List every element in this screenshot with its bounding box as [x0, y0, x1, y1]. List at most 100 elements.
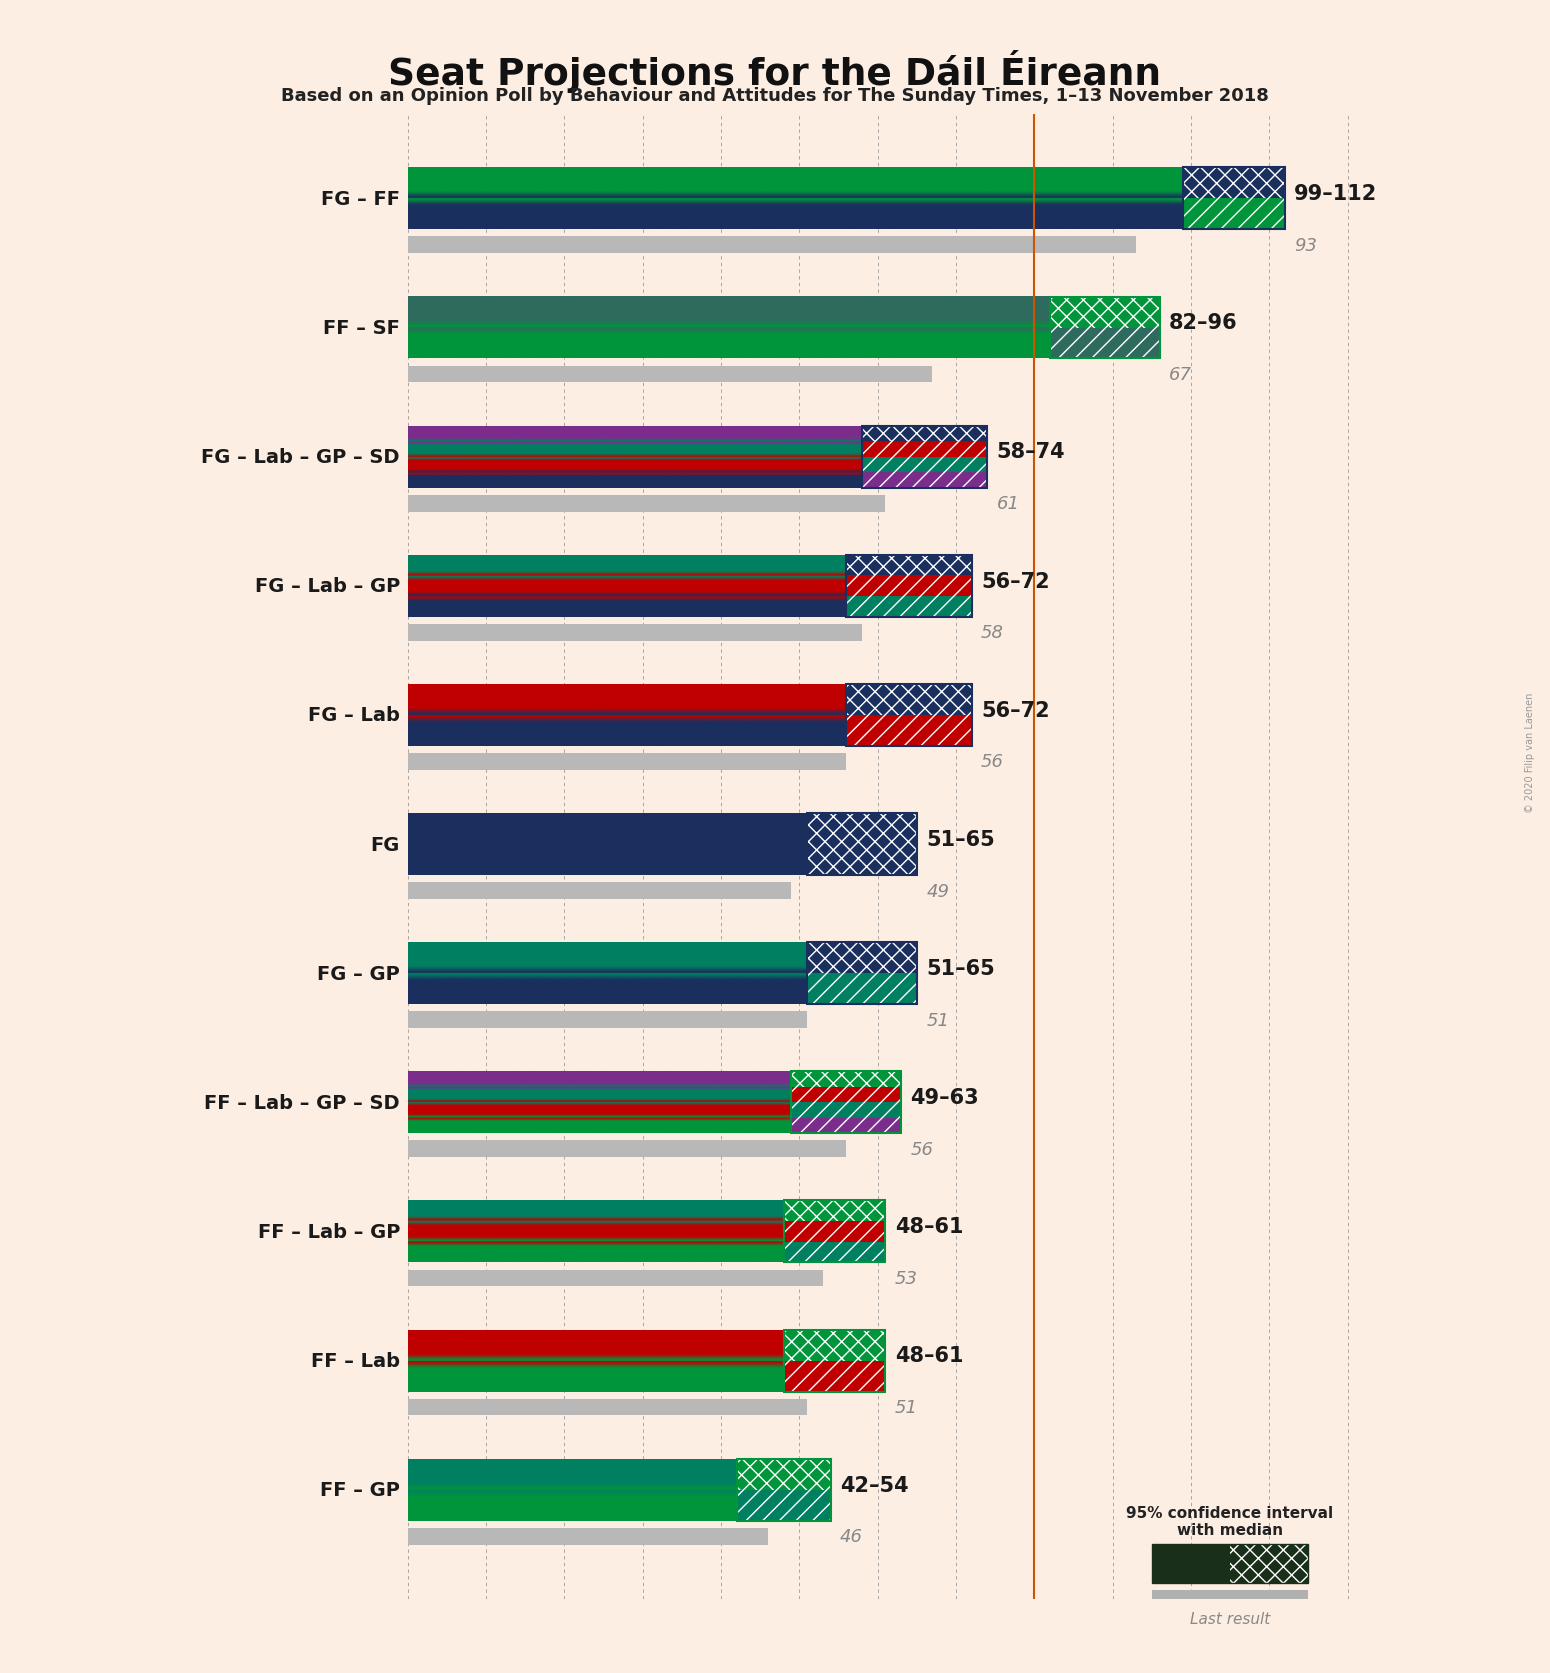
Bar	[1049, 298, 1159, 328]
Bar	[736, 1459, 831, 1489]
Bar	[1049, 298, 1159, 360]
Bar	[808, 813, 916, 875]
Bar	[408, 883, 792, 900]
Bar	[846, 684, 972, 716]
Bar	[1183, 199, 1285, 231]
Bar	[792, 1103, 901, 1118]
Bar	[784, 1241, 885, 1263]
Bar	[1231, 1544, 1308, 1583]
Text: 46: 46	[840, 1527, 863, 1546]
Bar	[736, 1459, 831, 1489]
Bar	[408, 238, 1136, 254]
Text: © 2020 Filip van Laenen: © 2020 Filip van Laenen	[1525, 693, 1534, 813]
Bar	[792, 1072, 901, 1134]
Text: FF – SF: FF – SF	[322, 320, 400, 338]
Bar	[808, 974, 916, 1004]
Bar	[784, 1360, 885, 1392]
Bar	[862, 442, 987, 457]
Text: 95% confidence interval
with median: 95% confidence interval with median	[1127, 1506, 1333, 1537]
Text: FF – Lab – GP – SD: FF – Lab – GP – SD	[205, 1092, 400, 1113]
Text: 56–72: 56–72	[981, 570, 1049, 591]
Bar	[862, 427, 987, 489]
Text: 48–61: 48–61	[894, 1345, 964, 1365]
Bar	[784, 1201, 885, 1221]
Text: 56: 56	[981, 753, 1004, 771]
Text: 53: 53	[894, 1270, 918, 1287]
Bar	[1152, 1544, 1308, 1583]
Bar	[846, 576, 972, 597]
Text: 99–112: 99–112	[1294, 184, 1378, 204]
Bar	[862, 457, 987, 473]
Text: 51: 51	[894, 1399, 918, 1415]
Text: Based on an Opinion Poll by Behaviour and Attitudes for The Sunday Times, 1–13 N: Based on an Opinion Poll by Behaviour an…	[281, 87, 1269, 105]
Bar	[846, 684, 972, 716]
Bar	[784, 1201, 885, 1221]
Text: FG – Lab – GP: FG – Lab – GP	[254, 577, 400, 596]
Bar	[408, 1527, 767, 1544]
Bar	[808, 813, 916, 875]
Bar	[408, 624, 862, 641]
Bar	[846, 597, 972, 617]
Bar	[808, 942, 916, 974]
Bar	[408, 1270, 823, 1287]
Bar	[862, 473, 987, 489]
Text: 49: 49	[927, 882, 949, 900]
Text: FG – Lab – GP – SD: FG – Lab – GP – SD	[202, 448, 400, 467]
Bar	[1183, 169, 1285, 231]
Bar	[784, 1221, 885, 1241]
Bar	[784, 1221, 885, 1241]
Bar	[792, 1103, 901, 1118]
Bar	[792, 1118, 901, 1134]
Bar	[1152, 1591, 1308, 1606]
Text: FG: FG	[370, 835, 400, 853]
Bar	[846, 716, 972, 746]
Text: FF – Lab – GP: FF – Lab – GP	[257, 1223, 400, 1241]
Text: Seat Projections for the Dáil Éireann: Seat Projections for the Dáil Éireann	[389, 50, 1161, 94]
Bar	[846, 555, 972, 617]
Text: FF – GP: FF – GP	[319, 1481, 400, 1499]
Bar	[862, 427, 987, 442]
Text: 93: 93	[1294, 236, 1318, 254]
Bar	[1183, 199, 1285, 231]
Text: FG – Lab: FG – Lab	[308, 706, 400, 724]
Bar	[862, 427, 987, 442]
Bar	[408, 495, 885, 512]
Bar	[808, 974, 916, 1004]
Bar	[846, 684, 972, 746]
Text: 58: 58	[981, 624, 1004, 642]
Text: 49–63: 49–63	[910, 1087, 980, 1108]
Text: 48–61: 48–61	[894, 1216, 964, 1236]
Text: 61: 61	[997, 495, 1020, 514]
Bar	[792, 1087, 901, 1103]
Bar	[808, 942, 916, 1004]
Bar	[862, 457, 987, 473]
Text: 56–72: 56–72	[981, 701, 1049, 721]
Text: FF – Lab: FF – Lab	[312, 1352, 400, 1370]
Bar	[846, 716, 972, 746]
Text: FG – GP: FG – GP	[318, 964, 400, 984]
Bar	[846, 555, 972, 576]
Text: 51–65: 51–65	[927, 830, 995, 850]
Bar	[736, 1459, 831, 1521]
Bar	[784, 1241, 885, 1263]
Bar	[1183, 169, 1285, 199]
Bar	[784, 1360, 885, 1392]
Bar	[408, 813, 808, 875]
Bar	[792, 1118, 901, 1134]
Bar	[1152, 1544, 1231, 1583]
Text: 51: 51	[927, 1010, 949, 1029]
Text: 56: 56	[910, 1139, 933, 1158]
Bar	[784, 1201, 885, 1263]
Bar	[408, 1399, 808, 1415]
Bar	[736, 1489, 831, 1521]
Text: 82–96: 82–96	[1169, 313, 1237, 333]
Bar	[792, 1072, 901, 1087]
Bar	[808, 813, 916, 875]
Bar	[1231, 1544, 1308, 1583]
Text: 67: 67	[1169, 366, 1192, 383]
Text: Last result: Last result	[1190, 1611, 1269, 1626]
Bar	[408, 366, 933, 383]
Bar	[846, 597, 972, 617]
Bar	[792, 1072, 901, 1087]
Text: FG – FF: FG – FF	[321, 189, 400, 209]
